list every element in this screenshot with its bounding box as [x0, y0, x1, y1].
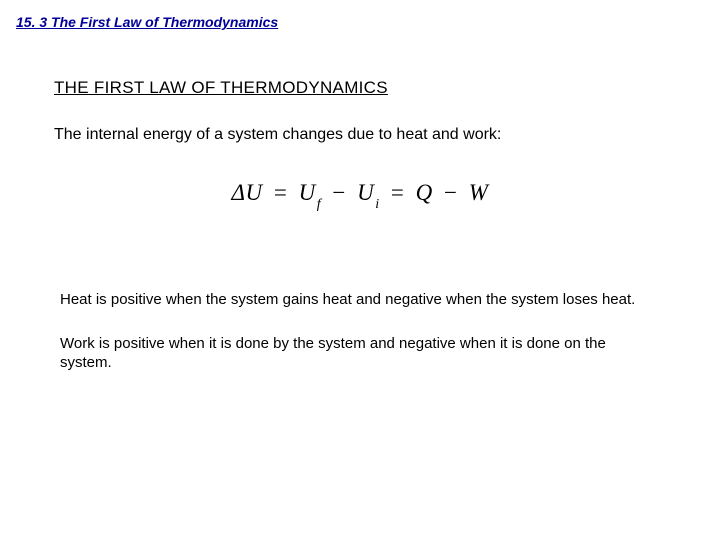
note-heat: Heat is positive when the system gains h…	[54, 291, 666, 310]
note-work: Work is positive when it is done by the …	[54, 335, 666, 373]
eq-delta: Δ	[232, 180, 246, 205]
eq-sub-f: f	[316, 197, 321, 212]
eq-sub-i: i	[374, 197, 379, 212]
eq-equals-2: =	[386, 180, 409, 205]
eq-Q: Q	[416, 180, 433, 205]
eq-minus-1: −	[327, 180, 350, 205]
content-area: THE FIRST LAW OF THERMODYNAMICS The inte…	[16, 78, 704, 373]
lead-text: The internal energy of a system changes …	[54, 126, 666, 144]
equation: ΔU = Uf − Ui = Q − W	[232, 180, 489, 211]
eq-U: U	[246, 180, 263, 205]
eq-Ui: U	[357, 180, 374, 205]
section-title: 15. 3 The First Law of Thermodynamics	[16, 14, 704, 30]
slide-page: 15. 3 The First Law of Thermodynamics TH…	[0, 0, 720, 540]
eq-W: W	[469, 180, 489, 205]
equation-container: ΔU = Uf − Ui = Q − W	[54, 180, 666, 211]
eq-minus-2: −	[439, 180, 462, 205]
heading: THE FIRST LAW OF THERMODYNAMICS	[54, 78, 666, 98]
eq-equals-1: =	[269, 180, 292, 205]
eq-Uf: U	[299, 180, 316, 205]
